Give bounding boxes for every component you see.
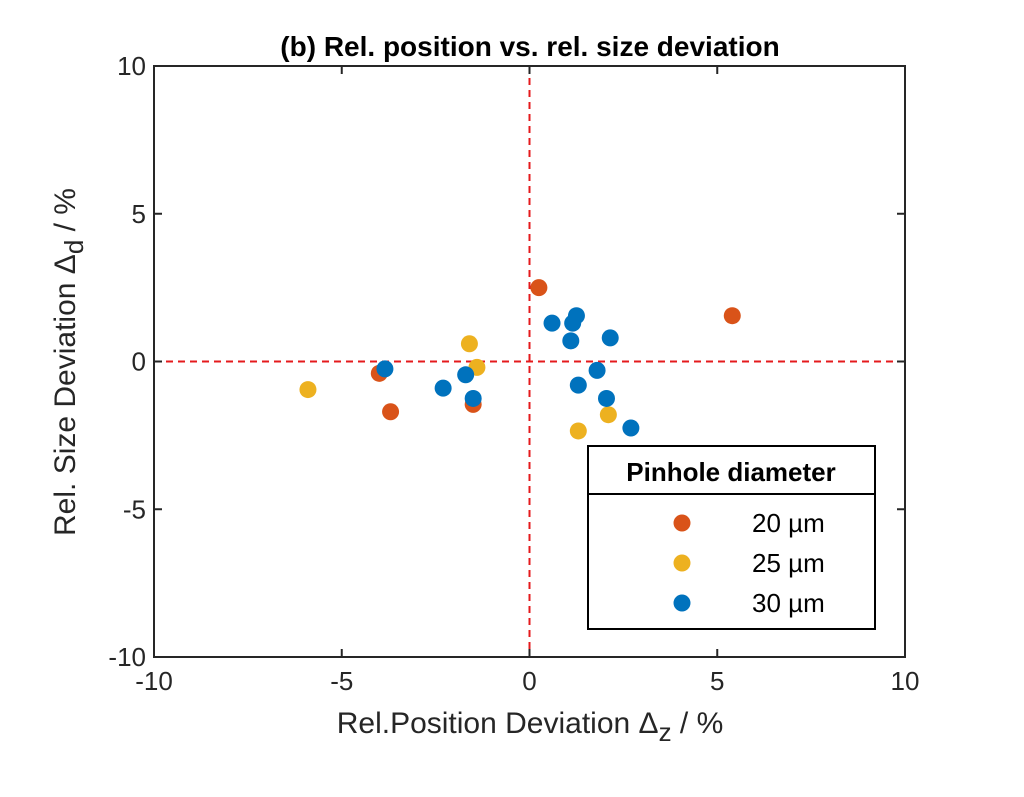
axis-tick-labels: -10 -5 0 5 10 -10 -5 0 5 10 <box>108 51 919 696</box>
x-axis-label-unit: / % <box>672 707 724 740</box>
data-point <box>599 406 617 424</box>
y-tick-label: 10 <box>117 51 146 81</box>
data-point <box>588 361 606 379</box>
legend-marker <box>673 514 691 532</box>
legend-label: 25 µm <box>752 548 825 578</box>
data-point <box>562 332 580 350</box>
data-point <box>564 314 582 332</box>
y-axis-label: Rel. Size Deviation Δd / % <box>49 188 89 536</box>
x-axis-label: Rel.Position Deviation Δz / % <box>337 707 724 747</box>
data-point <box>569 376 587 394</box>
data-point <box>299 381 317 399</box>
legend-entries: 20 µm 25 µm 30 µm <box>673 508 825 618</box>
data-point <box>597 389 615 407</box>
y-axis-label-subscript: d <box>59 240 89 254</box>
y-axis-label-unit: / % <box>49 188 82 240</box>
chart-title: (b) Rel. position vs. rel. size deviatio… <box>280 31 779 62</box>
data-points <box>299 279 741 440</box>
y-tick-label: -10 <box>108 642 146 672</box>
legend-label: 20 µm <box>752 508 825 538</box>
data-point <box>457 366 475 384</box>
data-point <box>460 335 478 353</box>
y-tick-label: -5 <box>123 494 146 524</box>
legend-box <box>587 445 876 630</box>
y-tick-label: 0 <box>132 347 146 377</box>
y-axis-label-main: Rel. Size Deviation Δ <box>49 254 82 536</box>
data-point <box>622 419 640 437</box>
x-axis-label-subscript: z <box>659 717 672 747</box>
x-tick-label: -5 <box>330 666 353 696</box>
data-point <box>464 389 482 407</box>
data-point <box>543 314 561 332</box>
data-point <box>376 360 394 378</box>
x-tick-label: 0 <box>522 666 536 696</box>
x-tick-label: 5 <box>710 666 724 696</box>
data-point <box>434 379 452 397</box>
legend-title: Pinhole diameter <box>626 457 836 487</box>
data-point <box>530 279 548 297</box>
data-point <box>382 403 400 421</box>
x-axis-label-main: Rel.Position Deviation Δ <box>337 707 659 740</box>
axis-ticks <box>153 65 906 658</box>
legend-label: 30 µm <box>752 588 825 618</box>
data-point <box>569 422 587 440</box>
legend: Pinhole diameter 20 µm 25 µm 30 µm <box>587 445 876 630</box>
x-tick-label: 10 <box>891 666 920 696</box>
data-point <box>723 307 741 325</box>
y-tick-label: 5 <box>132 199 146 229</box>
legend-marker <box>673 594 691 612</box>
x-tick-label: -10 <box>135 666 173 696</box>
data-point <box>601 329 619 347</box>
legend-marker <box>673 554 691 572</box>
